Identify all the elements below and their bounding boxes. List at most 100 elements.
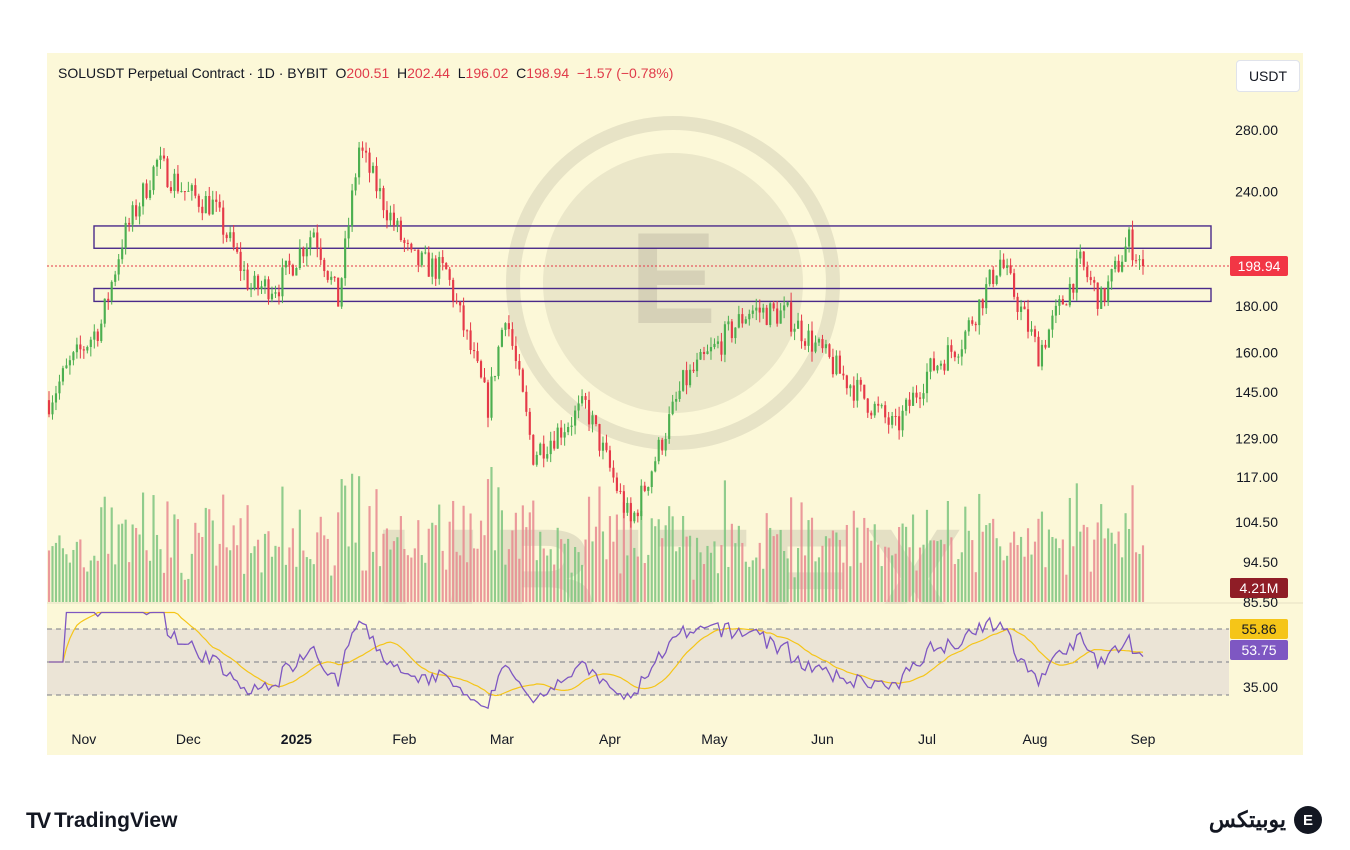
volume-bar bbox=[800, 502, 803, 602]
candle-body bbox=[549, 440, 552, 455]
candles bbox=[47, 141, 1145, 528]
volume-bar bbox=[312, 564, 315, 602]
candle-body bbox=[751, 310, 754, 314]
volume-bar bbox=[135, 527, 138, 602]
candle-body bbox=[730, 321, 733, 339]
candle-body bbox=[201, 206, 204, 214]
tradingview-logo[interactable]: TV TradingView bbox=[26, 808, 177, 834]
candle-body bbox=[159, 155, 162, 160]
candle-body bbox=[514, 345, 517, 362]
volume-bar bbox=[925, 509, 929, 602]
candle-body bbox=[58, 381, 61, 394]
candle-body bbox=[385, 210, 389, 221]
volume-bar bbox=[626, 555, 629, 602]
volume-bar bbox=[131, 524, 134, 602]
candle-body bbox=[939, 363, 943, 366]
volume-bar bbox=[284, 564, 287, 602]
volume-bar bbox=[291, 528, 294, 602]
volume-bar bbox=[148, 560, 152, 602]
volume-bar bbox=[211, 520, 214, 602]
volume-bar bbox=[100, 507, 103, 602]
volume-bar bbox=[769, 527, 772, 602]
volume-bar bbox=[1127, 528, 1131, 602]
volume-bar bbox=[985, 525, 988, 602]
volume-bar bbox=[814, 561, 817, 602]
volume-bar bbox=[1013, 531, 1016, 602]
volume-bar bbox=[364, 570, 368, 602]
volume-bar bbox=[946, 500, 949, 602]
volume-bar bbox=[849, 566, 852, 602]
candle-body bbox=[796, 320, 800, 329]
volume-bar bbox=[462, 505, 465, 602]
volume-bar bbox=[765, 513, 768, 602]
volume-bar bbox=[309, 559, 312, 602]
candle-body bbox=[396, 220, 399, 226]
volume-bar bbox=[1089, 571, 1092, 602]
volume-bar bbox=[445, 569, 448, 602]
volume-bar bbox=[466, 562, 469, 602]
candle-body bbox=[68, 360, 71, 366]
candle-body bbox=[842, 373, 845, 376]
volume-bar bbox=[574, 547, 577, 602]
candle-body bbox=[518, 361, 521, 370]
candle-body bbox=[668, 414, 671, 439]
volume-bar bbox=[859, 562, 862, 602]
volume-bar bbox=[514, 512, 517, 602]
volume-bar bbox=[152, 495, 155, 602]
candle-body bbox=[490, 376, 493, 418]
volume-bar bbox=[737, 525, 740, 602]
volume-bar bbox=[1002, 560, 1005, 602]
candle-body bbox=[148, 190, 152, 198]
candle-body bbox=[626, 502, 629, 513]
time-tick: Nov bbox=[71, 731, 96, 747]
volume-bar bbox=[936, 541, 939, 602]
candle-body bbox=[323, 259, 326, 272]
candle-body bbox=[1103, 288, 1106, 302]
volume-bar bbox=[591, 541, 594, 602]
candle-body bbox=[1075, 258, 1078, 293]
volume-bar bbox=[305, 557, 308, 602]
volume-bar bbox=[744, 561, 747, 602]
volume-bar bbox=[981, 531, 984, 602]
candle-body bbox=[908, 399, 911, 406]
candle-body bbox=[344, 238, 347, 279]
candle-body bbox=[817, 339, 821, 343]
price-tick: 180.00 bbox=[1235, 298, 1278, 314]
candle-body bbox=[985, 284, 988, 309]
chart-area[interactable]: EUBITEXپلتفرم مبادلات رمزارزی شما 280.00… bbox=[47, 53, 1303, 755]
volume-bar bbox=[967, 530, 970, 602]
price-chart-svg[interactable]: EUBITEXپلتفرم مبادلات رمزارزی شما 280.00… bbox=[47, 53, 1303, 755]
currency-button[interactable]: USDT bbox=[1236, 60, 1300, 92]
volume-bar bbox=[810, 517, 814, 602]
candle-body bbox=[1006, 265, 1009, 268]
candle-body bbox=[93, 331, 96, 340]
candle-body bbox=[612, 467, 615, 478]
candle-body bbox=[831, 356, 834, 375]
candle-body bbox=[1026, 309, 1030, 332]
volume-bar bbox=[668, 506, 671, 602]
candle-body bbox=[699, 351, 702, 360]
volume-bar bbox=[553, 564, 556, 602]
candle-body bbox=[284, 260, 287, 268]
candle-body bbox=[1121, 261, 1124, 272]
candle-body bbox=[1082, 251, 1085, 267]
volume-bar bbox=[89, 560, 92, 602]
volume-bar bbox=[155, 534, 159, 602]
rsi-pane bbox=[47, 602, 1303, 755]
candle-body bbox=[615, 477, 618, 491]
candle-body bbox=[337, 277, 340, 307]
candle-body bbox=[445, 263, 448, 270]
candle-body bbox=[371, 165, 375, 173]
price-tick: 94.50 bbox=[1243, 554, 1278, 570]
volume-bar bbox=[873, 524, 876, 602]
volume-bar bbox=[1107, 528, 1110, 602]
tradingview-wordmark: TradingView bbox=[54, 809, 178, 832]
candle-body bbox=[608, 450, 612, 468]
open-label: O bbox=[335, 65, 347, 81]
volume-bar bbox=[546, 555, 549, 602]
candle-body bbox=[532, 434, 535, 465]
candle-body bbox=[256, 275, 260, 289]
volume-bar bbox=[61, 548, 65, 602]
volume-bar bbox=[580, 564, 584, 602]
volume-bar bbox=[417, 520, 420, 602]
